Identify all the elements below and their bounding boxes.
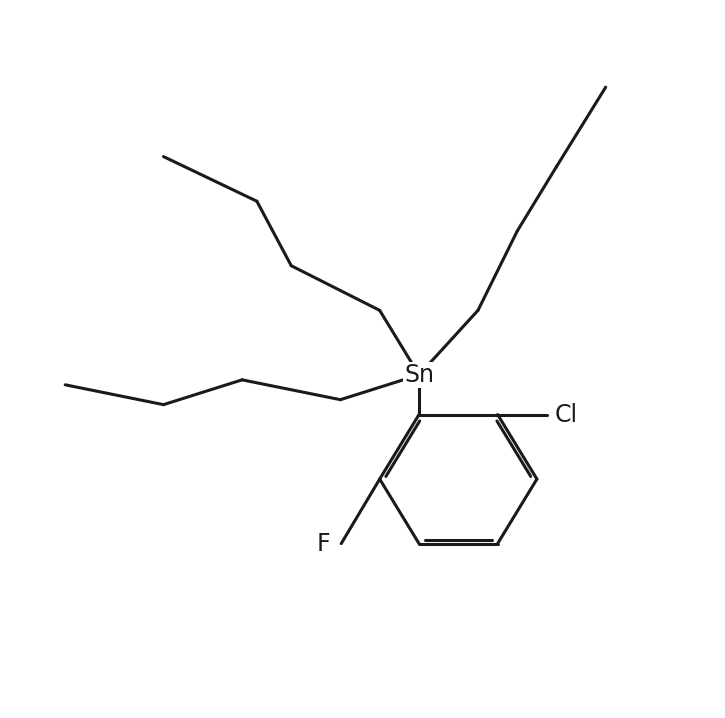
Text: Sn: Sn xyxy=(404,363,434,387)
Text: F: F xyxy=(317,531,331,556)
Text: Cl: Cl xyxy=(555,403,578,426)
